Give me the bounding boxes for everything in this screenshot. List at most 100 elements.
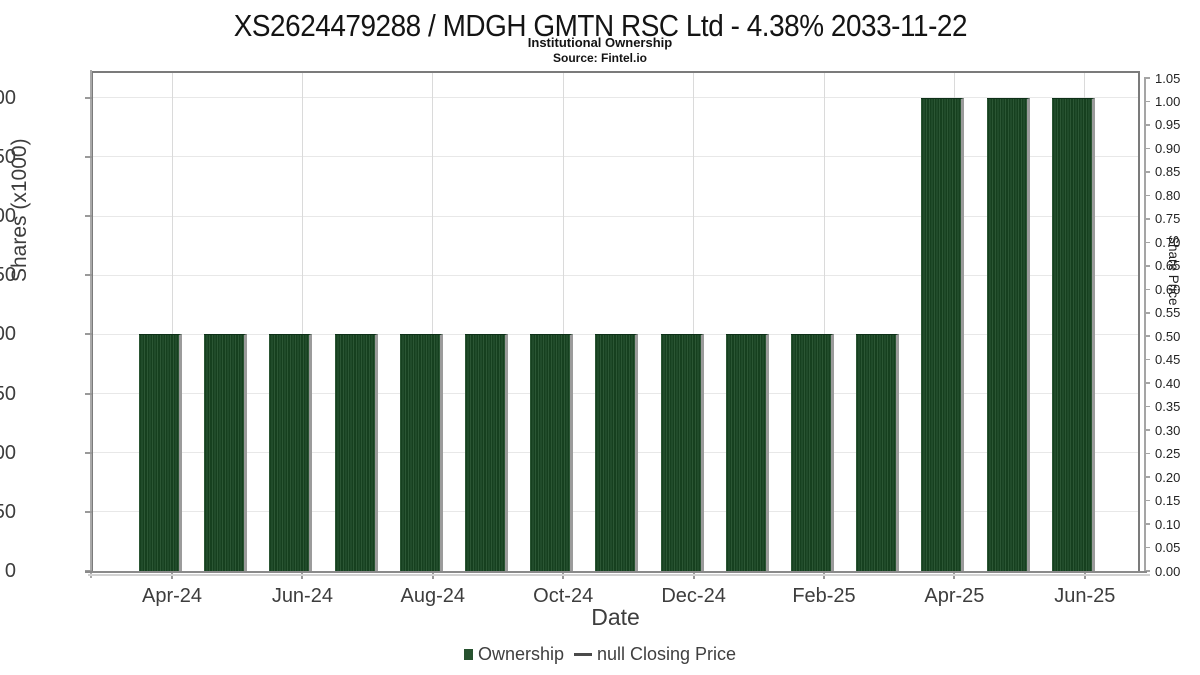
legend-bar-swatch-icon <box>463 649 473 660</box>
right-axis-tick <box>1144 546 1150 549</box>
x-axis-tick <box>431 573 434 579</box>
gridline-vertical <box>171 73 173 571</box>
ownership-bar[interactable] <box>856 334 900 571</box>
right-axis-tick-label: 0.20 <box>1155 469 1181 485</box>
ownership-bar[interactable] <box>465 334 508 571</box>
left-axis-tick-label: 350 <box>0 145 16 168</box>
left-axis-tick <box>85 510 92 513</box>
gridline-horizontal <box>93 215 1138 217</box>
right-axis-tick-label: 0.90 <box>1155 140 1181 156</box>
right-axis-tick <box>1144 358 1150 361</box>
x-axis-tick-label: Apr-24 <box>141 585 203 607</box>
right-axis-tick <box>1144 218 1150 220</box>
left-axis-tick <box>85 96 92 99</box>
right-axis-tick-label: 0.50 <box>1155 328 1181 344</box>
x-axis-tick <box>953 573 956 579</box>
right-axis-tick-label: 0.15 <box>1155 493 1181 509</box>
right-axis-tick <box>1144 382 1150 384</box>
right-axis-tick <box>1144 124 1150 126</box>
plot-area[interactable]: 0 50 100 150 200 250 300 350 400 Apr-24 Jun-24 Aug-… <box>0 72 1180 608</box>
ownership-bar[interactable] <box>921 97 965 571</box>
chart-title-text: XS2624479288 / MDGH GMTN RSC Ltd - 4.38%… <box>233 8 967 43</box>
right-axis-tick-label: 0.25 <box>1155 446 1181 462</box>
right-axis-tick <box>1144 499 1150 502</box>
legend-item-label: null Closing Price <box>596 644 737 664</box>
gridline-horizontal <box>93 274 1138 276</box>
left-axis-tick-label: 250 <box>0 264 16 287</box>
left-axis-tick <box>85 274 92 277</box>
chart-source: Source: Fintel.io <box>552 51 647 65</box>
x-axis-tick-label: Oct-24 <box>533 585 594 607</box>
left-axis-tick <box>85 155 92 158</box>
ownership-bar[interactable] <box>595 334 639 571</box>
right-axis-title: Share Price <box>1166 235 1181 306</box>
left-axis-tick-label: 100 <box>0 441 16 464</box>
left-axis-tick-label: 400 <box>0 86 16 109</box>
ownership-bar[interactable] <box>204 334 248 571</box>
right-axis-tick-label: 0.30 <box>1155 422 1181 438</box>
gridline-horizontal <box>93 156 1138 158</box>
x-axis-tick-label: Apr-25 <box>924 585 985 607</box>
left-axis-tick-label: 0 <box>4 560 16 582</box>
right-axis-tick-label: 0.45 <box>1155 352 1181 368</box>
bottom-axis-line <box>85 571 1147 573</box>
right-axis-tick <box>1144 429 1150 431</box>
x-axis-tick-label: Jun-24 <box>271 585 333 607</box>
right-axis-tick <box>1144 241 1150 244</box>
right-axis-tick <box>1144 312 1150 314</box>
right-axis-tick-label: 0.85 <box>1155 164 1181 180</box>
ownership-bar[interactable] <box>399 334 443 571</box>
right-axis-tick-label: 0.75 <box>1155 211 1181 227</box>
right-axis-tick-label: 0.10 <box>1155 516 1181 532</box>
left-axis-tick-label: 50 <box>0 500 16 523</box>
x-axis-tick-label: Aug-24 <box>400 585 466 607</box>
ownership-bar[interactable] <box>530 334 574 571</box>
left-axis-tick <box>85 451 92 454</box>
legend-item[interactable]: Ownership <box>463 644 564 665</box>
gridline-vertical <box>432 73 434 571</box>
ownership-bar[interactable] <box>791 334 834 571</box>
right-axis-tick-label: 0.35 <box>1155 399 1181 415</box>
x-axis-tick <box>823 573 825 579</box>
gridline-vertical <box>823 73 825 571</box>
x-axis-tick <box>562 573 565 579</box>
right-axis-tick-label: 0.40 <box>1155 375 1181 391</box>
bottom-axis-shadow <box>88 574 1150 576</box>
legend-line-swatch-icon <box>573 653 592 656</box>
right-axis-tick <box>1144 194 1150 197</box>
right-axis-line <box>1144 77 1146 571</box>
right-axis-tick-label: 0.60 <box>1155 281 1181 297</box>
legend-item[interactable]: null Closing Price <box>573 644 737 665</box>
gridline-vertical <box>693 73 695 571</box>
right-axis-tick <box>1144 171 1150 173</box>
right-axis-tick <box>1144 452 1150 455</box>
right-axis-tick-label: 0.65 <box>1155 258 1181 274</box>
gridline-vertical <box>301 73 303 571</box>
left-axis-title: Shares (x1000) <box>8 138 31 282</box>
ownership-bar[interactable] <box>139 334 182 571</box>
right-axis-tick <box>1144 405 1150 408</box>
right-axis-tick-label: 1.05 <box>1155 70 1181 86</box>
left-axis-tick-label: 300 <box>0 205 16 228</box>
chart-subtitle: Institutional Ownership <box>527 35 673 50</box>
right-axis-tick <box>1144 100 1150 103</box>
ownership-bar[interactable] <box>1051 97 1095 571</box>
right-axis-tick <box>1144 335 1150 337</box>
ownership-bar[interactable] <box>334 334 378 571</box>
left-axis-tick-label: 150 <box>0 382 16 405</box>
left-axis-tick <box>85 333 92 336</box>
ownership-bar[interactable] <box>660 334 704 571</box>
ownership-bar[interactable] <box>986 97 1030 571</box>
right-axis-tick <box>1144 570 1150 572</box>
x-axis-tick <box>692 573 695 579</box>
ownership-bar[interactable] <box>269 334 313 571</box>
x-axis-title: Date <box>591 604 640 630</box>
left-axis-line <box>90 70 92 578</box>
right-axis-tick <box>1144 265 1150 267</box>
left-axis-tick-label: 200 <box>0 323 16 346</box>
ownership-bar[interactable] <box>725 334 769 571</box>
right-axis-tick <box>1144 77 1150 79</box>
right-axis-tick <box>1144 288 1150 291</box>
x-axis-tick-label: Feb-25 <box>792 585 856 607</box>
gridline-vertical <box>562 73 564 571</box>
